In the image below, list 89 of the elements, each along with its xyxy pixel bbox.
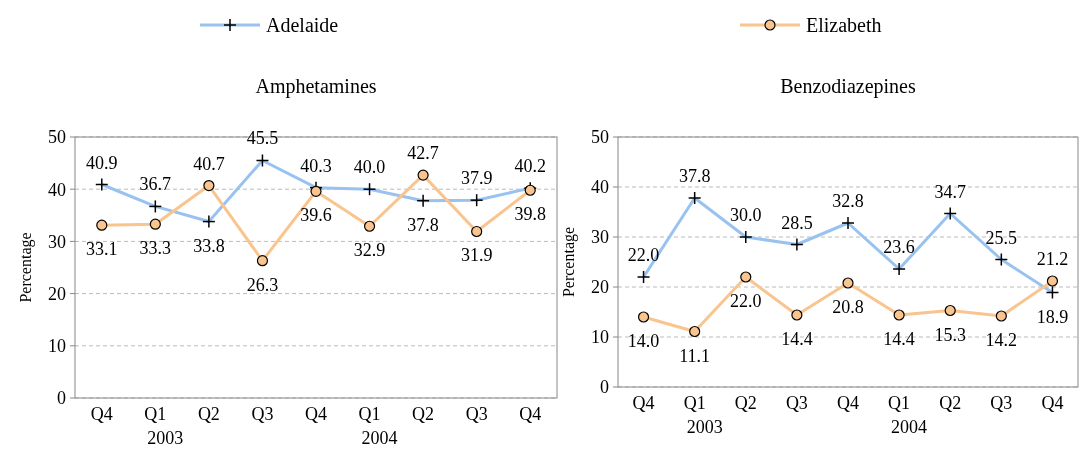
x-tick-label: Q1 2003 [144,404,184,448]
point [256,255,269,267]
point [149,218,161,230]
data-label: 20.8 [832,297,864,317]
point [637,311,650,323]
x-tick-label: Q3 [251,404,274,424]
y-axis-title: Percentage [560,226,578,298]
data-label: 40.0 [353,157,386,178]
data-label: 37.8 [678,166,711,186]
point [740,271,752,283]
data-label: 33.3 [139,238,172,259]
point [471,225,483,238]
data-label: 39.8 [514,204,546,225]
x-tick-label: Q4 [1041,393,1064,413]
data-label: 32.9 [353,240,386,261]
y-tick-label: 50 [591,127,609,148]
point [893,309,905,321]
data-label: 22.0 [627,245,660,265]
y-tick-label: 20 [591,277,609,298]
data-label: 28.5 [781,212,813,233]
x-tick-label: Q3 [465,404,488,424]
x-tick-label: Q3 [990,393,1013,413]
x-tick-label: Q4 [837,393,859,413]
data-label: 40.9 [86,152,118,173]
data-label: 39.6 [300,205,332,226]
y-tick-label: 0 [57,388,66,409]
y-tick-label: 40 [48,179,66,200]
y-tick-label: 0 [600,377,609,398]
point [310,185,322,197]
data-label: 37.9 [460,168,493,189]
data-label: 15.3 [934,324,966,345]
point [791,309,803,321]
data-label: 30.0 [730,205,762,225]
x-tick-label: Q2 [734,393,757,413]
data-label: 25.5 [985,227,1018,248]
data-label: 18.9 [1036,306,1069,327]
y-tick-label: 30 [591,227,609,248]
x-tick-label: Q2 [412,404,435,424]
x-tick-label: Q4 [90,404,113,424]
chart-title: Benzodiazepines [780,75,916,98]
x-tick-label: Q3 [785,393,808,413]
point [363,220,376,232]
data-label: 14.4 [781,329,813,349]
y-axis-title: Percentage [17,232,35,303]
x-tick-label: Q2 [197,404,220,424]
chart-title: Amphetamines [255,75,377,98]
data-label: 45.5 [246,128,279,149]
x-tick-label: Q2 [939,393,962,413]
y-tick-label: 20 [48,283,66,304]
point [417,169,429,181]
y-tick-label: 10 [48,336,66,357]
data-label: 40.7 [193,153,225,174]
y-tick-label: 30 [48,231,66,252]
data-label: 32.8 [832,191,864,211]
point [995,310,1007,322]
data-label: 42.7 [407,143,439,164]
y-tick-label: 10 [591,327,609,348]
x-tick-label: Q1 2004 [358,404,398,448]
data-label: 22.0 [730,291,762,311]
data-label: 40.2 [514,156,546,177]
data-label: 37.8 [407,214,439,235]
point [1046,275,1059,287]
data-label: 14.4 [883,329,915,349]
legend-label: Elizabeth [806,14,882,36]
data-label: 23.6 [883,237,915,257]
y-tick-label: 40 [591,177,609,198]
point [944,304,956,317]
data-label: 14.0 [627,331,660,351]
point [203,179,215,192]
point [689,325,701,338]
x-tick-label: Q4 [632,393,655,413]
data-label: 26.3 [246,274,279,295]
y-tick-label: 50 [48,127,66,148]
x-tick-label: Q4 [305,404,327,424]
x-tick-label: Q4 [519,404,542,424]
data-label: 33.8 [193,235,225,256]
data-label: 40.3 [300,155,332,176]
data-label: 11.1 [679,345,711,366]
data-label: 21.2 [1036,249,1069,269]
data-label: 31.9 [460,245,493,266]
x-tick-label: Q1 2004 [888,393,928,437]
x-tick-label: Q1 2003 [683,393,723,437]
data-label: 33.1 [86,239,118,260]
legend-label: Adelaide [266,14,339,36]
data-label: 34.7 [934,181,966,202]
data-label: 14.2 [985,330,1018,350]
point [96,219,108,231]
data-label: 36.7 [139,174,172,195]
point [842,277,854,289]
